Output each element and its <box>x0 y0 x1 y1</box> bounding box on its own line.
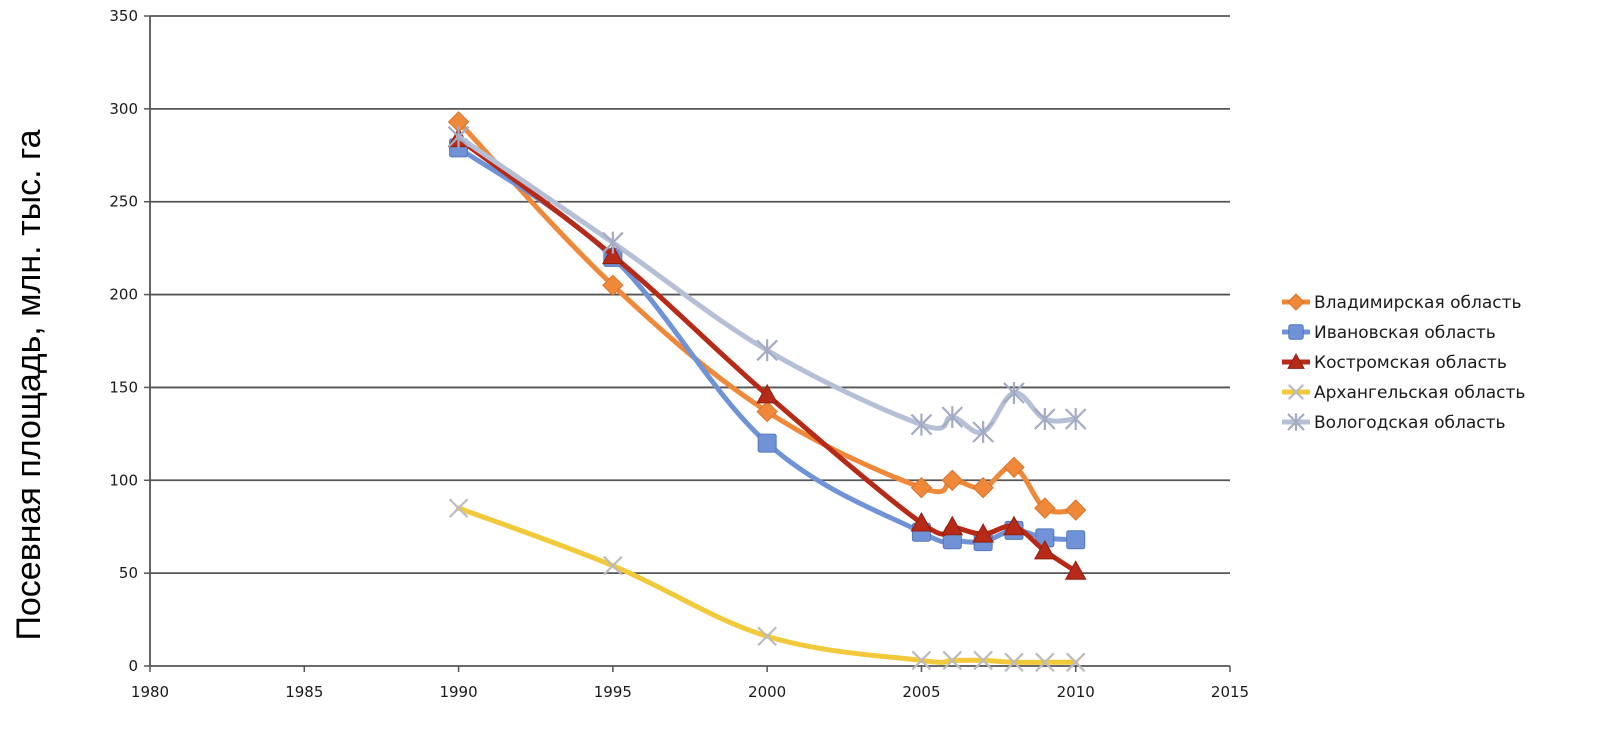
y-axis-label: Посевная площадь, млн. тыс. га <box>10 129 48 640</box>
x-axis-ticks: 1980 1985 1990 1995 2000 2005 2010 2015 <box>131 666 1249 701</box>
data-point <box>910 477 933 499</box>
data-point <box>941 469 963 491</box>
legend-marker <box>1287 293 1305 311</box>
data-point <box>972 421 994 443</box>
x-tick-label: 1990 <box>439 683 477 701</box>
data-point <box>756 339 778 362</box>
x-tick-label: 2005 <box>902 683 940 701</box>
y-tick-label: 0 <box>128 657 138 675</box>
y-tick-label: 250 <box>109 193 138 211</box>
data-point <box>941 406 964 429</box>
x-tick-label: 2010 <box>1057 683 1095 701</box>
legend-label: Вологодская область <box>1314 413 1506 433</box>
legend-item-2: Костромская область <box>1282 352 1507 373</box>
legend-marker <box>1287 413 1305 431</box>
x-tick-label: 1980 <box>131 683 169 701</box>
data-point <box>942 650 963 671</box>
data-point <box>756 400 778 423</box>
y-tick-label: 100 <box>109 471 138 489</box>
x-tick-label: 1995 <box>594 683 632 701</box>
series-line <box>456 119 1079 515</box>
data-point <box>1003 515 1025 536</box>
series-3 <box>448 498 1086 673</box>
data-point <box>756 383 778 404</box>
legend-item-3: Архангельская область <box>1282 383 1525 403</box>
legend: Владимирская область Ивановская область Ко… <box>1282 293 1525 433</box>
data-point <box>941 515 964 536</box>
data-point <box>1003 382 1025 404</box>
data-point <box>911 650 932 671</box>
legend-item-1: Ивановская область <box>1282 323 1496 343</box>
y-tick-label: 350 <box>109 7 138 25</box>
data-point <box>972 523 994 543</box>
data-point <box>1066 530 1086 550</box>
data-point <box>602 244 624 265</box>
legend-marker <box>1287 352 1305 369</box>
data-point <box>448 498 469 518</box>
data-point <box>910 413 933 436</box>
data-point <box>1064 560 1087 580</box>
series-group <box>447 111 1087 673</box>
data-point <box>910 511 933 532</box>
data-point <box>757 433 777 453</box>
grid-lines <box>150 15 1230 575</box>
data-point <box>602 231 624 254</box>
data-point <box>1035 652 1055 673</box>
y-tick-label: 50 <box>119 564 138 582</box>
series-0 <box>447 111 1087 521</box>
y-tick-label: 150 <box>109 378 138 396</box>
data-point <box>1034 408 1056 430</box>
y-axis-ticks: 0 50 100 150 200 250 300 350 <box>109 7 150 675</box>
legend-marker <box>1288 384 1304 400</box>
data-point <box>1065 652 1086 673</box>
data-point <box>1003 456 1025 478</box>
data-point <box>603 555 623 576</box>
legend-marker <box>1288 324 1304 340</box>
data-point <box>1034 539 1056 560</box>
data-point <box>757 626 777 647</box>
legend-item-4: Вологодская область <box>1282 413 1506 433</box>
x-tick-label: 2000 <box>748 683 786 701</box>
x-tick-label: 1985 <box>285 683 323 701</box>
data-point <box>973 650 993 671</box>
data-point <box>447 125 470 148</box>
legend-label: Владимирская область <box>1314 293 1522 313</box>
data-point <box>602 274 624 296</box>
y-tick-label: 300 <box>109 100 138 118</box>
y-tick-label: 200 <box>109 286 138 304</box>
legend-item-0: Владимирская область <box>1282 293 1522 313</box>
data-point <box>1034 497 1056 519</box>
legend-label: Архангельская область <box>1314 383 1525 403</box>
x-tick-label: 2015 <box>1211 683 1249 701</box>
data-point <box>1004 652 1024 673</box>
series-4 <box>447 125 1087 443</box>
legend-label: Костромская область <box>1314 353 1507 373</box>
data-point <box>1065 499 1087 521</box>
data-point <box>972 477 994 499</box>
data-point <box>1064 408 1087 430</box>
legend-label: Ивановская область <box>1314 323 1496 343</box>
